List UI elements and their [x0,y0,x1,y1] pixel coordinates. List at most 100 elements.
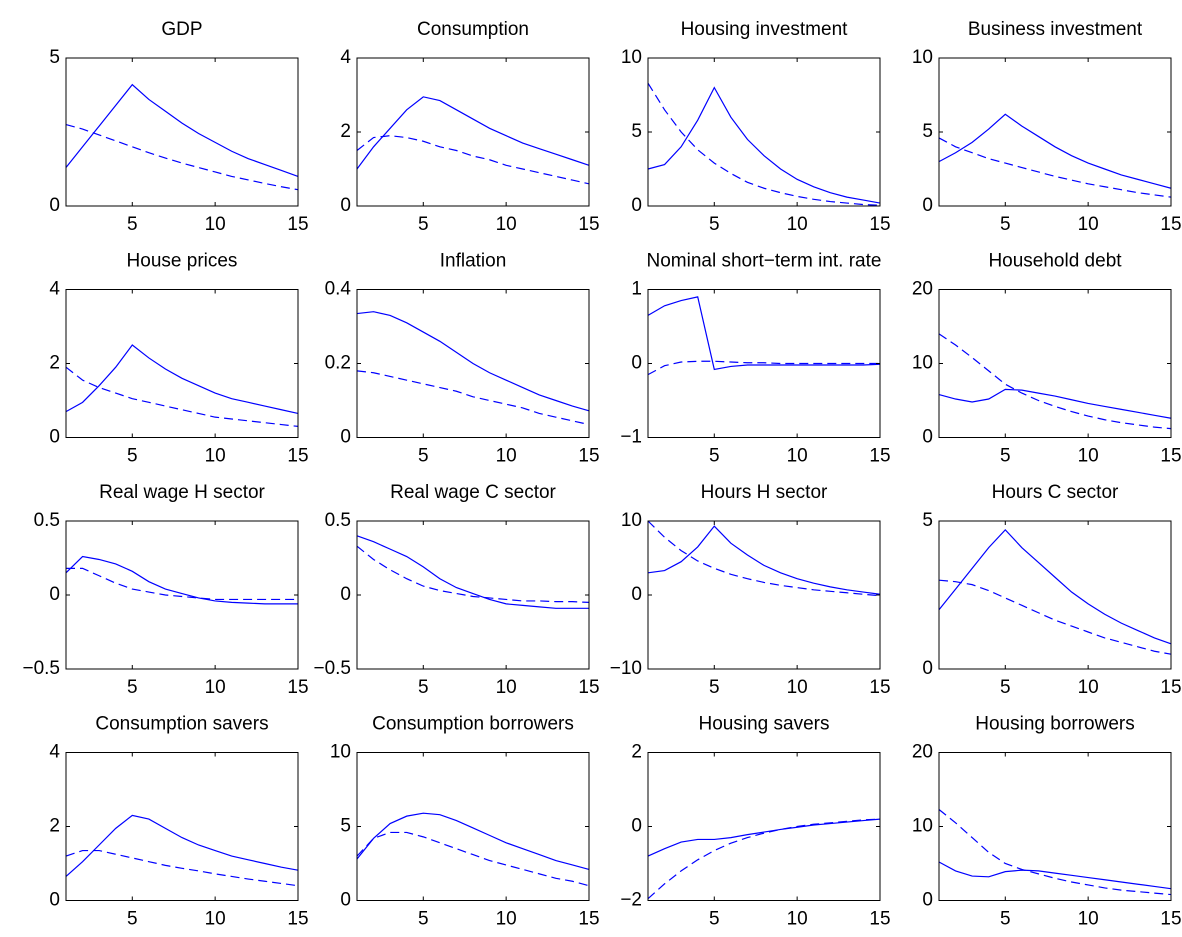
y-tick-label: 0 [49,195,60,216]
x-tick-label: 5 [1000,909,1011,930]
panel-title: Hours C sector [992,482,1119,503]
panel: Housing savers −2 0 2 5 10 15 [620,714,890,930]
y-tick-label: 2 [49,353,60,374]
y-tick-label: 10 [621,510,642,531]
series-line [65,814,299,877]
x-tick-label: 5 [418,909,429,930]
panel-title: House prices [127,251,238,272]
x-tick-label: 10 [205,677,226,698]
y-tick-label: 0 [631,195,642,216]
y-tick-label: 0 [922,658,933,679]
panel-title: Business investment [968,19,1143,40]
panel-title: Housing borrowers [975,714,1134,735]
panel-title: Housing investment [681,19,849,40]
panel-title: Consumption savers [95,714,268,735]
axes-frame [65,57,299,207]
x-tick-label: 10 [787,909,808,930]
panel-title: Real wage C sector [390,482,556,503]
x-tick-label: 10 [1078,677,1099,698]
series-line [356,96,590,170]
series-line [356,535,589,609]
x-tick-label: 10 [1078,446,1099,467]
series-line [66,567,298,601]
y-tick-label: 10 [912,353,933,374]
y-tick-label: 10 [330,742,351,763]
panel-title: Household debt [988,251,1122,272]
y-tick-label: 5 [922,121,933,142]
y-tick-label: 0 [49,427,60,448]
panel: Consumption 0 2 4 5 10 15 [340,19,599,235]
y-tick-label: 0 [340,195,351,216]
y-tick-label: 10 [912,47,933,68]
axes-frame [938,520,1172,670]
x-tick-label: 15 [1160,446,1181,467]
y-tick-label: 0.4 [325,279,352,300]
series-line [356,135,590,185]
series-line [647,520,881,597]
y-tick-label: 10 [621,47,642,68]
x-tick-label: 15 [1160,909,1181,930]
x-tick-label: 15 [869,677,890,698]
series-line [65,849,299,887]
y-tick-label: 20 [912,279,933,300]
y-tick-label: −2 [620,890,642,911]
axes-frame [356,520,590,670]
panel-title: Nominal short−term int. rate [647,251,882,272]
y-tick-label: 20 [912,742,933,763]
series-line [938,137,1172,198]
y-tick-label: −10 [610,658,642,679]
series-line [65,83,299,177]
y-tick-label: 4 [49,742,60,763]
axes-frame [647,520,881,670]
y-tick-label: 0 [631,816,642,837]
series-line [356,370,590,426]
panel-title: Housing savers [699,714,830,735]
y-tick-label: 0.5 [325,510,351,531]
y-tick-label: 0.5 [34,510,60,531]
x-tick-label: 10 [496,214,517,235]
axes-frame [647,57,881,207]
x-tick-label: 15 [287,446,308,467]
x-tick-label: 10 [205,909,226,930]
x-tick-label: 15 [1160,214,1181,235]
y-tick-label: 10 [912,816,933,837]
axes-frame [938,752,1172,901]
y-tick-label: 0 [922,427,933,448]
axes-frame [647,752,881,901]
x-tick-label: 15 [869,446,890,467]
series-line [938,333,1172,430]
series-line [356,545,590,603]
panel: Business investment 0 5 10 5 10 15 [912,19,1182,235]
y-tick-label: 0 [49,584,60,605]
x-tick-label: 10 [1078,214,1099,235]
x-tick-label: 15 [287,909,308,930]
y-tick-label: 2 [340,121,351,142]
y-tick-label: 0 [340,584,351,605]
x-tick-label: 15 [1160,677,1181,698]
panel-title: GDP [161,19,202,40]
y-tick-label: 0 [340,890,351,911]
x-tick-label: 15 [578,909,599,930]
x-tick-label: 10 [496,677,517,698]
axes-frame [65,289,299,438]
series-line [938,809,1172,896]
series-line [65,555,298,605]
series-line [356,812,590,870]
y-tick-label: 4 [340,47,351,68]
series-line [647,360,880,376]
y-tick-label: 0 [631,353,642,374]
x-tick-label: 5 [127,677,138,698]
x-tick-label: 10 [787,214,808,235]
x-tick-label: 10 [787,446,808,467]
y-tick-label: 5 [922,510,933,531]
y-tick-label: −1 [620,427,642,448]
x-tick-label: 10 [205,214,226,235]
x-tick-label: 5 [418,446,429,467]
axes-frame [938,289,1172,438]
series-line [938,579,1172,655]
x-tick-label: 15 [578,214,599,235]
panel: Housing borrowers 0 10 20 5 10 15 [912,714,1182,930]
x-tick-label: 5 [127,446,138,467]
panel: Consumption borrowers 0 5 10 5 10 15 [330,714,600,930]
